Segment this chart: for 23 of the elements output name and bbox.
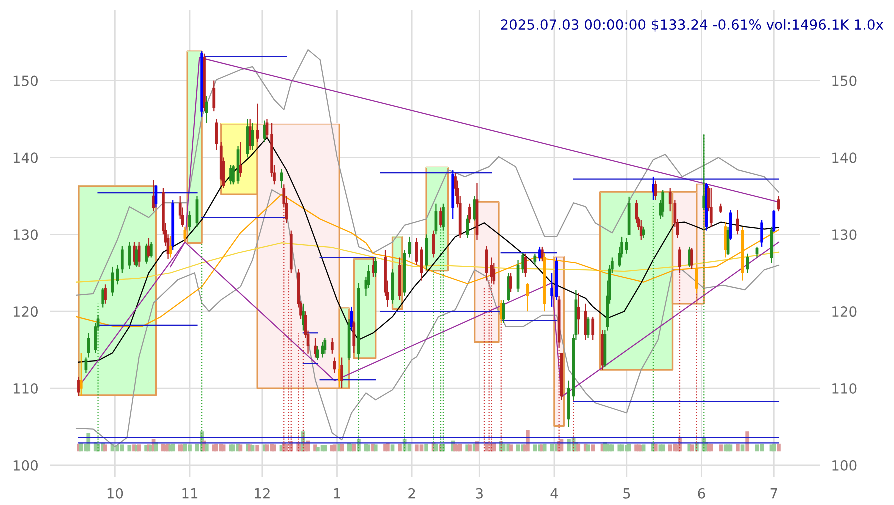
y2-tick-label: 130 <box>832 230 857 240</box>
y2-tick-label: 140 <box>832 152 857 164</box>
y2-tick-label: 100 <box>832 460 857 471</box>
x-tick-label: 6 <box>698 488 706 499</box>
x-tick-label: 4 <box>550 488 558 499</box>
y2-tick-label: 150 <box>832 76 857 86</box>
y-tick-label: 130 <box>14 230 38 240</box>
y-tick-label: 100 <box>14 460 38 471</box>
y-tick-label: 110 <box>14 383 38 394</box>
x-tick-label: 3 <box>476 488 483 499</box>
x-tick-label: 7 <box>770 488 778 499</box>
y-tick-label: 150 <box>14 76 38 86</box>
x-tick-label: 5 <box>624 488 630 499</box>
y-tick-label: 140 <box>14 152 38 164</box>
x-tick-label: 2 <box>408 488 416 499</box>
y2-tick-label: 120 <box>832 306 857 318</box>
x-tick-label: 12 <box>255 488 270 499</box>
x-tick-label: 11 <box>182 488 198 499</box>
y2-tick-label: 110 <box>832 383 857 394</box>
x-tick-label: 10 <box>108 488 124 499</box>
text: 2025.07.03 00:00:00 $133.24 -0.61% vol:1496.1K 1.0x <box>501 19 884 32</box>
x-tick-label: 1 <box>334 488 340 499</box>
y-tick-label: 120 <box>14 306 38 318</box>
